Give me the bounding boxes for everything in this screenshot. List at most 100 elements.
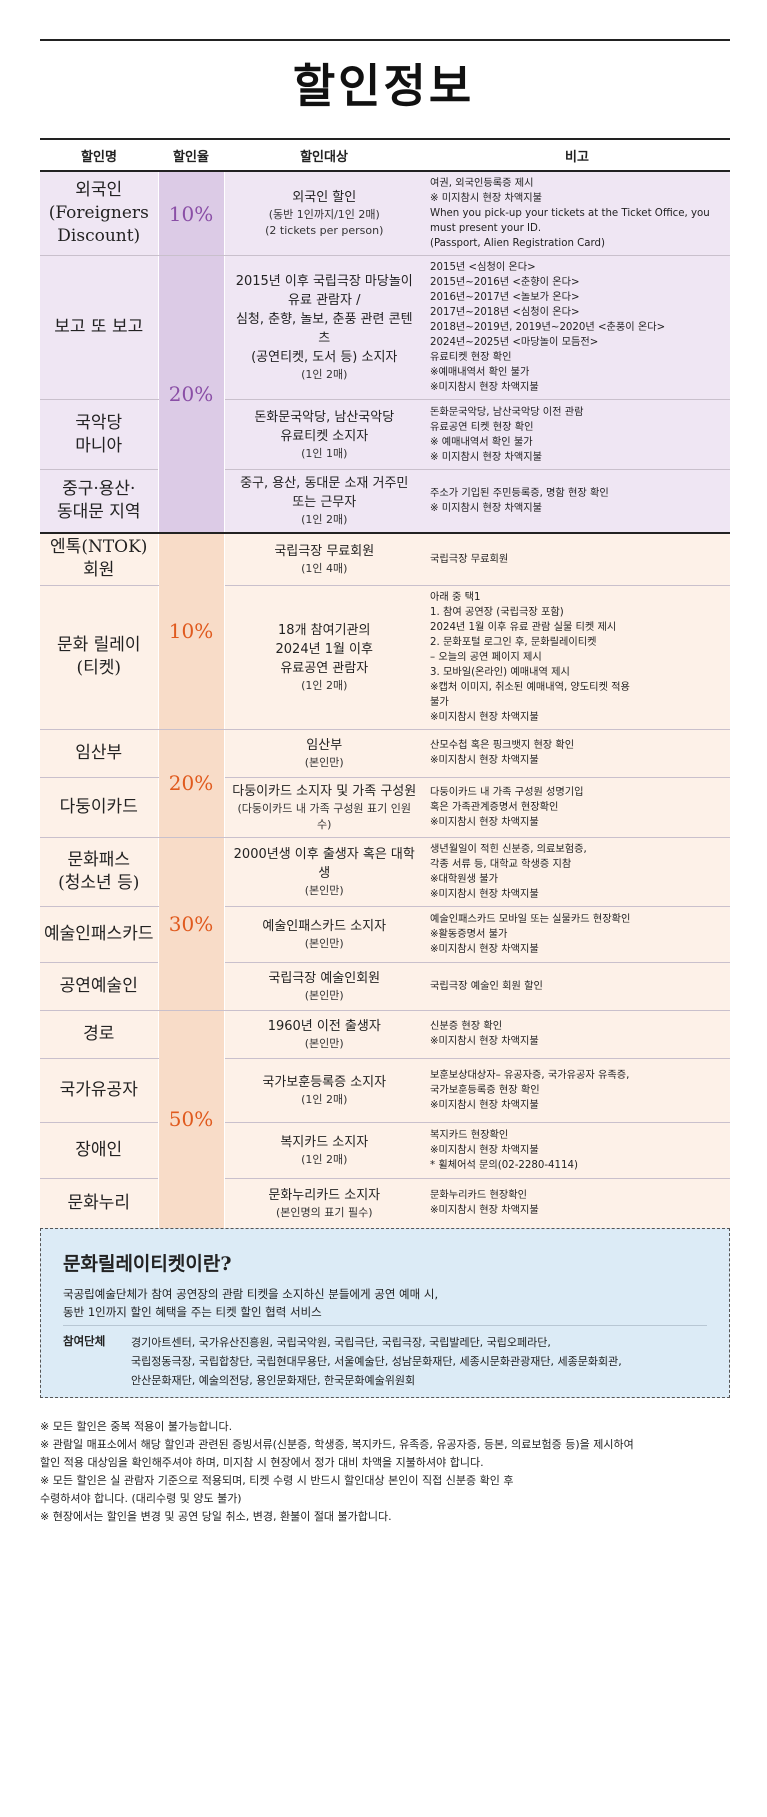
- target-limit: (1인 2매): [301, 1152, 348, 1166]
- target-limit: (본인만): [304, 1036, 344, 1050]
- header-note: 비고: [424, 138, 730, 172]
- target-main: 2015년 이후 국립극장 마당놀이 유료 관람자 / 심청, 춘향, 놀보, …: [235, 274, 413, 365]
- table-row: 국악당 마니아 돈화문국악당, 남산국악당 유료티켓 소지자 (1인 1매) 돈화문국…: [40, 399, 730, 470]
- target-limit: (본인만): [304, 988, 344, 1002]
- discount-name: 공연예술인: [40, 962, 158, 1011]
- discount-name: 다둥이카드: [40, 777, 158, 838]
- info-description: 국공립예술단체가 참여 공연장의 관람 티켓을 소지하신 분들에게 공연 예매 …: [63, 1287, 439, 1319]
- table-row: 국가유공자 국가보훈등록증 소지자 (1인 2매) 보훈보상대상자– 유공자증, 국가…: [40, 1058, 730, 1123]
- target-main: 국립극장 무료회원: [274, 543, 375, 559]
- table-row: 공연예술인 국립극장 예술인회원 (본인만) 국립극장 예술인 회원 할인: [40, 962, 730, 1011]
- target-main: 국가보훈등록증 소지자: [262, 1074, 387, 1090]
- discount-table: 할인명 할인율 할인대상 비고 외국인 (Foreigners Discount…: [40, 138, 730, 1271]
- discount-rate: 50%: [157, 1010, 225, 1229]
- table-body: 외국인 (Foreigners Discount) 10% 외국인 할인 (동반 1인…: [40, 171, 730, 1271]
- discount-target: 중구, 용산, 동대문 소재 거주민 또는 근무자 (1인 2매): [224, 469, 424, 534]
- discount-target: 예술인패스카드 소지자 (본인만): [224, 906, 424, 963]
- table-row: 문화누리 문화누리카드 소지자 (본인명의 표기 필수) 문화누리카드 현장확인 ※미…: [40, 1178, 730, 1229]
- discount-target: 다둥이카드 소지자 및 가족 구성원 (다둥이카드 내 가족 구성원 표기 인원수…: [224, 777, 424, 838]
- discount-note: 국립극장 무료회원: [424, 532, 730, 586]
- discount-target: 2015년 이후 국립극장 마당놀이 유료 관람자 / 심청, 춘향, 놀보, …: [224, 255, 424, 400]
- discount-name: 보고 또 보고: [40, 255, 158, 400]
- members-label: 참여단체: [63, 1334, 106, 1348]
- target-limit: (1인 4매): [301, 561, 348, 575]
- header-rate: 할인율: [158, 138, 224, 172]
- discount-name: 문화패스 (청소년 등): [40, 837, 158, 907]
- target-limit: (1인 2매): [301, 368, 348, 381]
- discount-name: 경로: [40, 1010, 158, 1059]
- discount-rate: 10%: [157, 171, 225, 256]
- discount-target: 국립극장 예술인회원 (본인만): [224, 962, 424, 1011]
- discount-note: 산모수첩 혹은 핑크뱃지 현장 확인 ※미지참시 현장 차액지불: [424, 729, 730, 778]
- discount-note: 신분증 현장 확인 ※미지참시 현장 차액지불: [424, 1010, 730, 1059]
- target-main: 임산부: [306, 737, 343, 753]
- footnotes: ※ 모든 할인은 중복 적용이 불가능합니다. ※ 관람일 매표소에서 해당 할…: [40, 1418, 730, 1526]
- discount-note: 생년월일이 적힌 신분증, 의료보험증, 각종 서류 등, 대학교 학생증 지참…: [424, 837, 730, 907]
- target-limit: (동반 1인까지/1인 2매) (2 tickets per person): [265, 208, 384, 237]
- discount-note: 다둥이카드 내 가족 구성원 성명기입 혹은 가족관계증명서 현장확인 ※미지참…: [424, 777, 730, 838]
- table-row: 임산부 20% 임산부 (본인만) 산모수첩 혹은 핑크뱃지 현장 확인 ※미지참시 현…: [40, 729, 730, 838]
- table-row: 경로 50% 1960년 이전 출생자 (본인만) 신분증 현장 확인 ※미지참시 현장…: [40, 1010, 730, 1229]
- footnote: ※ 관람일 매표소에서 해당 할인과 관련된 증빙서류(신분증, 학생증, 복지…: [40, 1438, 634, 1469]
- discount-note: 보훈보상대상자– 유공자증, 국가유공자 유족증, 국가보훈등록증 현장 확인 …: [424, 1058, 730, 1123]
- discount-name: 문화누리: [40, 1178, 158, 1229]
- target-main: 예술인패스카드 소지자: [262, 918, 387, 934]
- table-row: 장애인 복지카드 소지자 (1인 2매) 복지카드 현장확인 ※미지참시 현장 차액지…: [40, 1122, 730, 1179]
- target-main: 중구, 용산, 동대문 소재 거주민 또는 근무자: [240, 476, 409, 510]
- discount-target: 국가보훈등록증 소지자 (1인 2매): [224, 1058, 424, 1123]
- table-row: 문화패스 (청소년 등) 30% 2000년생 이후 출생자 혹은 대학생 (본인만)…: [40, 837, 730, 1011]
- culture-relay-info-box: 문화릴레이티켓이란? 국공립예술단체가 참여 공연장의 관람 티켓을 소지하신 …: [40, 1228, 730, 1398]
- discount-name: 외국인 (Foreigners Discount): [40, 171, 158, 256]
- target-main: 다둥이카드 소지자 및 가족 구성원: [232, 783, 417, 799]
- table-row: 예술인패스카드 예술인패스카드 소지자 (본인만) 예술인패스카드 모바일 또는 실물…: [40, 906, 730, 963]
- members-list: 경기아트센터, 국가유산진흥원, 국립국악원, 국립극단, 국립극장, 국립발레…: [131, 1336, 622, 1387]
- discount-note: 2015년 <심청이 온다> 2015년~2016년 <춘향이 온다> 2016…: [424, 255, 730, 400]
- discount-name: 국가유공자: [40, 1058, 158, 1123]
- discount-target: 임산부 (본인만): [224, 729, 424, 778]
- discount-target: 돈화문국악당, 남산국악당 유료티켓 소지자 (1인 1매): [224, 399, 424, 470]
- table-row: 엔톡(NTOK) 회원 10% 국립극장 무료회원 (1인 4매) 국립극장 무료회원: [40, 532, 730, 730]
- discount-target: 국립극장 무료회원 (1인 4매): [224, 532, 424, 586]
- discount-note: 여권, 외국인등록증 제시 ※ 미지참시 현장 차액지불 When you pi…: [424, 171, 730, 256]
- footnote: ※ 모든 할인은 실 관람자 기준으로 적용되며, 티켓 수령 시 반드시 할인…: [40, 1474, 514, 1505]
- discount-rate: 10%: [157, 532, 225, 730]
- info-title: 문화릴레이티켓이란?: [63, 1253, 232, 1275]
- discount-note: 아래 중 택1 1. 참여 공연장 (국립극장 포함) 2024년 1월 이후 …: [424, 585, 730, 730]
- table-row: 보고 또 보고 20% 2015년 이후 국립극장 마당놀이 유료 관람자 / 심청…: [40, 255, 730, 534]
- discount-name: 엔톡(NTOK) 회원: [40, 532, 158, 586]
- discount-name: 임산부: [40, 729, 158, 778]
- discount-note: 복지카드 현장확인 ※미지참시 현장 차액지불 * 휠체어석 문의(02-228…: [424, 1122, 730, 1179]
- discount-target: 18개 참여기관의 2024년 1월 이후 유료공연 관람자 (1인 2매): [224, 585, 424, 730]
- target-limit: (다둥이카드 내 가족 구성원 표기 인원수): [237, 801, 412, 831]
- discount-note: 국립극장 예술인 회원 할인: [424, 962, 730, 1011]
- discount-note: 예술인패스카드 모바일 또는 실물카드 현장확인 ※활동증명서 불가 ※미지참시…: [424, 906, 730, 963]
- target-limit: (본인만): [304, 755, 344, 769]
- top-divider: [40, 39, 730, 41]
- discount-target: 2000년생 이후 출생자 혹은 대학생 (본인만): [224, 837, 424, 907]
- target-limit: (1인 2매): [301, 1092, 348, 1106]
- discount-rate: 30%: [157, 837, 225, 1011]
- page-title: 할인정보: [292, 59, 475, 113]
- info-divider: [63, 1325, 707, 1326]
- target-limit: (본인명의 표기 필수): [275, 1205, 373, 1219]
- footnote: ※ 현장에서는 할인을 변경 및 공연 당일 취소, 변경, 환불이 절대 불가…: [40, 1510, 392, 1523]
- discount-name: 중구·용산· 동대문 지역: [40, 469, 158, 534]
- discount-note: 문화누리카드 현장확인 ※미지참시 현장 차액지불: [424, 1178, 730, 1229]
- target-main: 문화누리카드 소지자: [268, 1187, 381, 1203]
- target-main: 18개 참여기관의 2024년 1월 이후 유료공연 관람자: [275, 622, 373, 676]
- target-main: 외국인 할인: [292, 190, 357, 205]
- target-main: 1960년 이전 출생자: [267, 1018, 381, 1034]
- discount-target: 문화누리카드 소지자 (본인명의 표기 필수): [224, 1178, 424, 1229]
- discount-rate: 20%: [157, 255, 225, 534]
- discount-name: 예술인패스카드: [40, 906, 158, 963]
- table-row: 다둥이카드 다둥이카드 소지자 및 가족 구성원 (다둥이카드 내 가족 구성원 표…: [40, 777, 730, 838]
- table-header-row: 할인명 할인율 할인대상 비고: [40, 138, 730, 172]
- target-main: 국립극장 예술인회원: [268, 970, 381, 986]
- header-target: 할인대상: [224, 138, 424, 172]
- target-limit: (본인만): [304, 883, 344, 897]
- table-row: 중구·용산· 동대문 지역 중구, 용산, 동대문 소재 거주민 또는 근무자 (1…: [40, 469, 730, 534]
- discount-target: 1960년 이전 출생자 (본인만): [224, 1010, 424, 1059]
- target-limit: (본인만): [304, 936, 344, 950]
- discount-rate: 20%: [157, 729, 225, 838]
- discount-note: 주소가 기입된 주민등록증, 명함 현장 확인 ※ 미지참시 현장 차액지불: [424, 469, 730, 534]
